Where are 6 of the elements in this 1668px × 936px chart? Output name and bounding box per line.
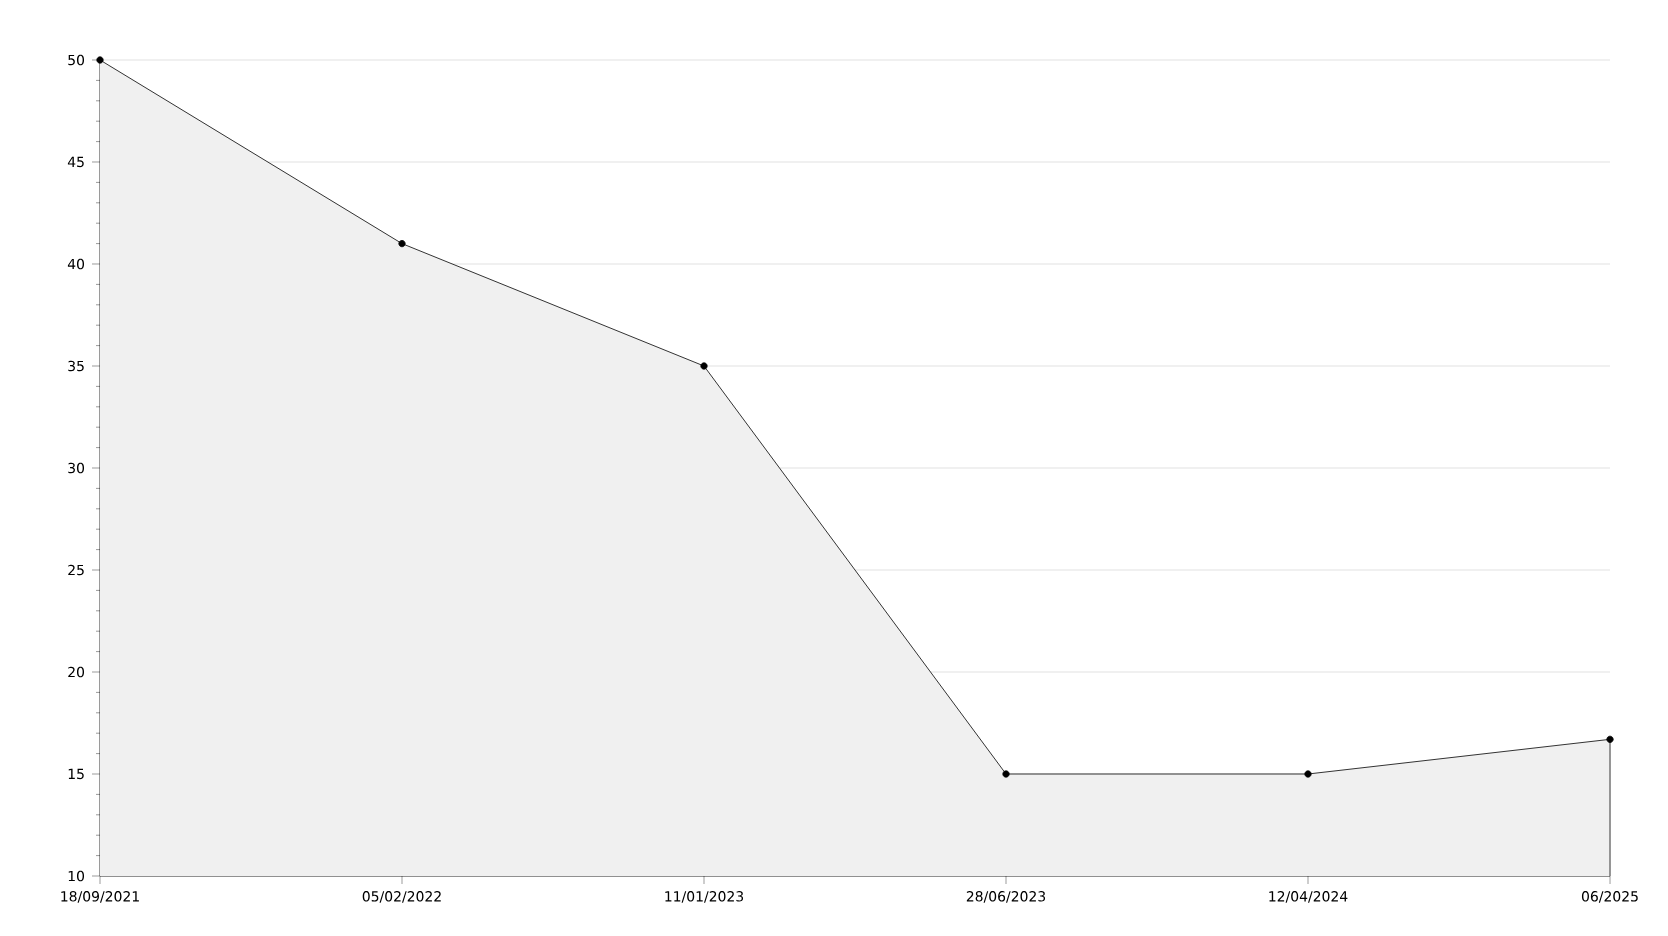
point bbox=[1002, 770, 1010, 778]
point bbox=[96, 56, 104, 64]
point bbox=[398, 240, 406, 248]
point bbox=[700, 362, 708, 370]
point bbox=[1304, 770, 1312, 778]
point bbox=[1606, 735, 1614, 743]
